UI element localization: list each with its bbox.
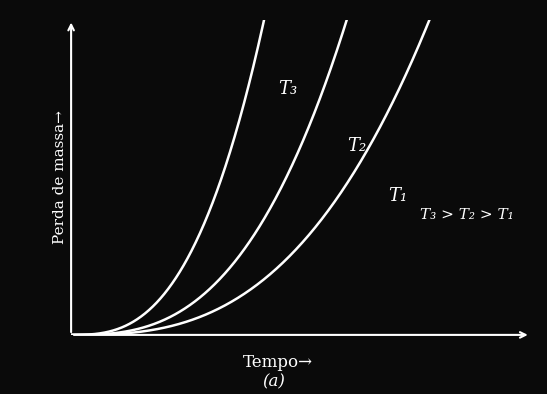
Text: T₃: T₃ [278,80,297,98]
Text: T₃ > T₂ > T₁: T₃ > T₂ > T₁ [420,208,514,222]
Text: (a): (a) [262,373,285,390]
Text: Tempo→: Tempo→ [243,354,313,371]
Text: T₂: T₂ [347,137,366,155]
Text: T₁: T₁ [388,187,408,205]
Text: Perda de massa→: Perda de massa→ [53,110,67,244]
